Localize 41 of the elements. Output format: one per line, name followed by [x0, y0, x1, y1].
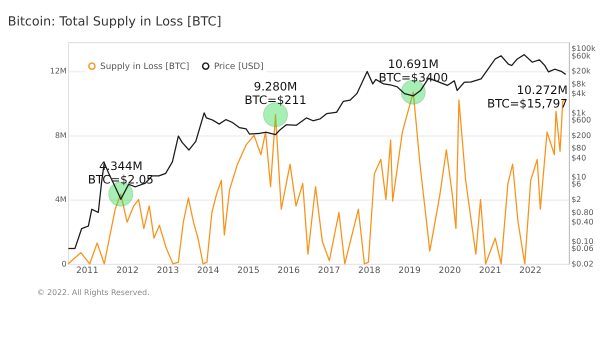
line-series: [68, 54, 566, 250]
x-tick-label: 2012: [116, 266, 139, 276]
chart-title: Bitcoin: Total Supply in Loss [BTC]: [8, 14, 222, 29]
x-tick-label: 2019: [398, 266, 421, 276]
x-tick-label: 2015: [237, 266, 260, 276]
y2-tick-label: $0.80: [571, 208, 594, 217]
y2-tick-label: $2: [571, 195, 582, 204]
x-tick-label: 2017: [318, 266, 340, 276]
y2-tick-label: $600: [571, 115, 592, 124]
x-tick-label: 2016: [278, 266, 300, 276]
x-tick-label: 2013: [156, 266, 180, 276]
y-tick-label: 4M: [54, 195, 67, 204]
y2-tick-label: $10: [571, 172, 586, 182]
y2-tick-label: $40: [571, 153, 586, 162]
annotation: 9.280M BTC=$211: [244, 79, 307, 108]
x-tick-label: 2022: [519, 266, 542, 276]
x-tick-label: 2011: [76, 266, 98, 276]
x-tick-label: 2018: [358, 266, 380, 276]
y2-tick-label: $80: [571, 144, 586, 153]
y2-tick-label: $0.06: [571, 244, 594, 253]
y2-tick-label: $8k: [571, 79, 586, 88]
y-tick-label: 12M: [50, 66, 67, 76]
y2-tick-label: $100k: [571, 44, 596, 54]
x-tick-label: 2014: [197, 266, 220, 276]
y2-tick-label: $20k: [571, 66, 592, 76]
x-tick-label: 2020: [438, 266, 461, 276]
legend-label: Supply in Loss [BTC]: [100, 62, 190, 72]
x-tick-label: 2021: [479, 266, 502, 276]
y-tick-label: 8M: [54, 130, 67, 140]
legend-label: Price [USD]: [214, 62, 264, 72]
y-tick-label: 0: [62, 259, 67, 268]
text: © 2022. All Rights Reserved.: [36, 288, 150, 297]
y2-tick-label: $1k: [571, 108, 586, 118]
y2-tick-label: $0.40: [571, 218, 594, 227]
y2-tick-label: $60k: [571, 51, 592, 60]
y2-tick-label: $6: [571, 180, 582, 189]
y2-tick-label: $200: [571, 130, 592, 140]
y2-tick-label: $0.10: [571, 236, 594, 246]
annotation: 10.691M BTC=$3400: [378, 56, 448, 84]
y2-tick-label: $4k: [571, 89, 586, 98]
y2-tick-label: $0.02: [571, 259, 594, 268]
